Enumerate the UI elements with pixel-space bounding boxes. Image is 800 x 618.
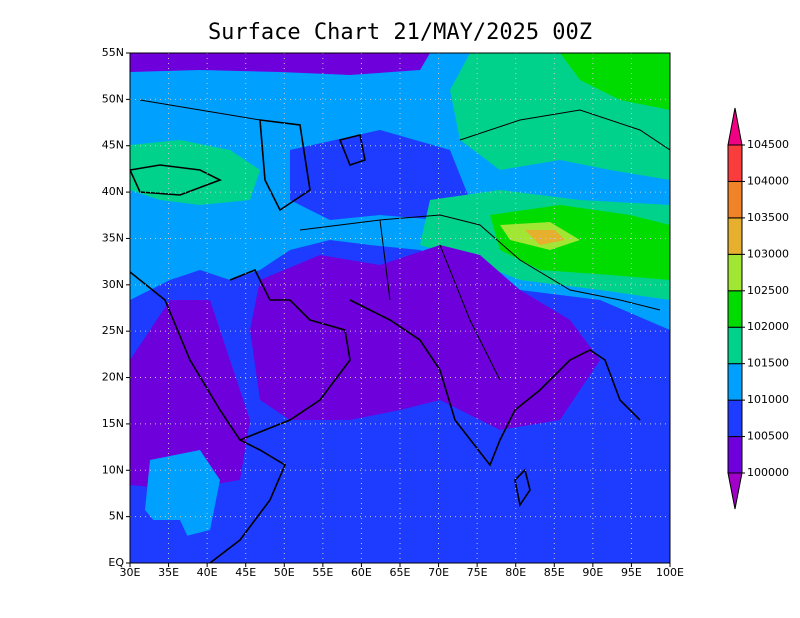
lon-label: 75E bbox=[467, 566, 488, 579]
colorbar-box bbox=[727, 399, 743, 438]
field-region bbox=[290, 130, 470, 220]
colorbar-label: 101500 bbox=[747, 357, 789, 370]
colorbar: 100000 100500 101000 101500 102000 102500 1030… bbox=[727, 107, 789, 510]
border bbox=[299, 214, 661, 311]
lat-label: 55N bbox=[102, 46, 124, 59]
lat-label: EQ bbox=[108, 556, 124, 569]
coastline bbox=[338, 134, 366, 166]
coastline bbox=[349, 299, 641, 467]
coastline bbox=[130, 268, 351, 441]
lon-label: 90E bbox=[582, 566, 603, 579]
colorbar-box bbox=[727, 326, 743, 365]
colorbar-box bbox=[727, 144, 743, 182]
field-region bbox=[130, 300, 250, 490]
lat-label: 25N bbox=[102, 324, 124, 337]
border bbox=[139, 99, 670, 381]
colorbar-label: 104000 bbox=[747, 174, 789, 187]
field-region bbox=[130, 520, 200, 563]
lon-label: 85E bbox=[544, 566, 565, 579]
coastline bbox=[259, 119, 311, 212]
coastline bbox=[514, 468, 531, 508]
colorbar-box bbox=[727, 290, 743, 328]
lon-label: 70E bbox=[428, 566, 449, 579]
lon-label: 50E bbox=[274, 566, 295, 579]
lon-label: 30E bbox=[120, 566, 141, 579]
lon-label: 80E bbox=[505, 566, 526, 579]
coastline bbox=[209, 439, 287, 563]
colorbar-label: 103000 bbox=[747, 247, 789, 260]
field-region bbox=[560, 53, 670, 110]
colorbar-arrow bbox=[727, 472, 743, 510]
colorbar-box bbox=[727, 253, 743, 292]
lon-label: 100E bbox=[656, 566, 684, 579]
lon-label: 45E bbox=[235, 566, 256, 579]
graticule: EQ 5N 10N 15N 20N 25N 30N 35N 40N 45N 50N 55N 30E 35E… bbox=[102, 46, 684, 579]
lat-label: 30N bbox=[102, 278, 124, 291]
colorbar-box bbox=[727, 363, 743, 401]
lat-label: 40N bbox=[102, 185, 124, 198]
field-region bbox=[250, 245, 600, 430]
lon-label: 35E bbox=[158, 566, 179, 579]
colorbar-box bbox=[727, 436, 743, 474]
chart-title: Surface Chart 21/MAY/2025 00Z bbox=[208, 20, 592, 45]
colorbar-label: 102500 bbox=[747, 284, 789, 297]
lat-label: 15N bbox=[102, 417, 124, 430]
colorbar-label: 100500 bbox=[747, 430, 789, 443]
colorbar-box bbox=[727, 217, 743, 255]
lat-label: 45N bbox=[102, 139, 124, 152]
field-region bbox=[130, 53, 430, 75]
colorbar-label: 100000 bbox=[747, 466, 789, 479]
colorbar-label: 101000 bbox=[747, 393, 789, 406]
colorbar-box bbox=[727, 180, 743, 219]
colorbar-label: 104500 bbox=[747, 138, 789, 151]
lat-label: 20N bbox=[102, 371, 124, 384]
plot-frame bbox=[129, 52, 671, 564]
lon-label: 95E bbox=[621, 566, 642, 579]
lon-label: 55E bbox=[312, 566, 333, 579]
lon-label: 65E bbox=[390, 566, 411, 579]
lat-label: 50N bbox=[102, 92, 124, 105]
lat-label: 5N bbox=[109, 510, 124, 523]
colorbar-arrow bbox=[727, 107, 743, 146]
field-region bbox=[145, 450, 220, 540]
lon-label: 60E bbox=[351, 566, 372, 579]
lat-label: 10N bbox=[102, 463, 124, 476]
field-region bbox=[525, 230, 565, 245]
lon-label: 40E bbox=[197, 566, 218, 579]
colorbar-label: 103500 bbox=[747, 211, 789, 224]
lat-label: 35N bbox=[102, 231, 124, 244]
field-region bbox=[130, 140, 260, 205]
colorbar-label: 102000 bbox=[747, 320, 789, 333]
